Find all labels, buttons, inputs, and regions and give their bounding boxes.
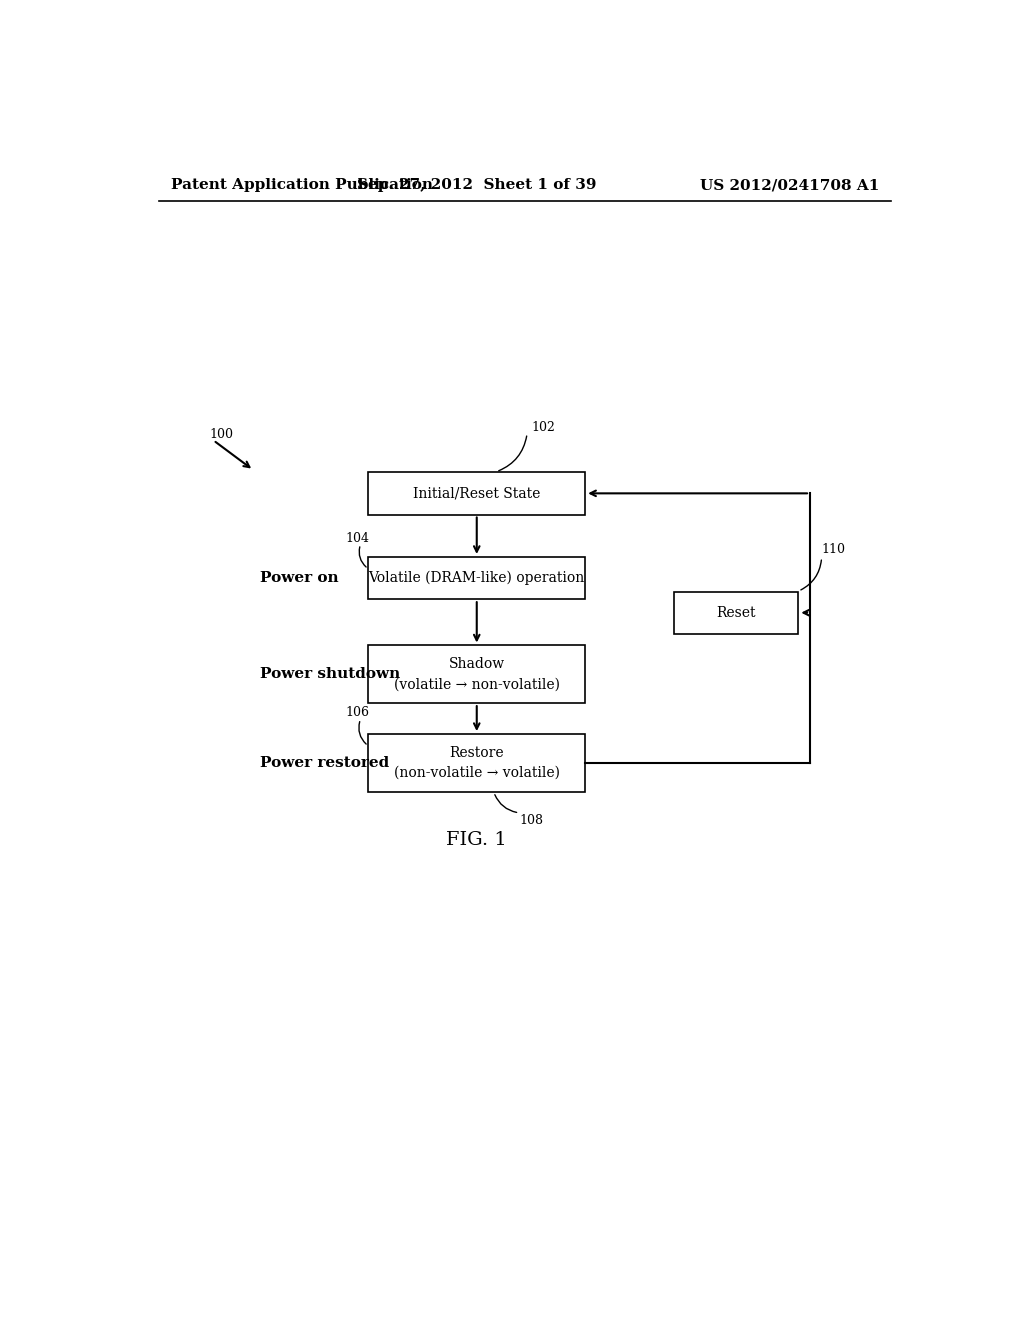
FancyBboxPatch shape xyxy=(675,591,799,634)
Text: 106: 106 xyxy=(345,706,369,719)
Text: Initial/Reset State: Initial/Reset State xyxy=(413,486,541,500)
Text: Power shutdown: Power shutdown xyxy=(260,668,400,681)
Text: 104: 104 xyxy=(345,532,369,545)
Text: 110: 110 xyxy=(821,543,846,556)
Text: FIG. 1: FIG. 1 xyxy=(446,830,507,849)
Text: Volatile (DRAM-like) operation: Volatile (DRAM-like) operation xyxy=(369,570,585,585)
FancyBboxPatch shape xyxy=(369,473,586,515)
FancyBboxPatch shape xyxy=(369,734,586,792)
Text: (volatile → non-volatile): (volatile → non-volatile) xyxy=(394,677,560,692)
Text: Power restored: Power restored xyxy=(260,756,389,770)
Text: 108: 108 xyxy=(519,814,544,828)
Text: Reset: Reset xyxy=(717,606,756,619)
Text: Shadow: Shadow xyxy=(449,657,505,672)
Text: Sep. 27, 2012  Sheet 1 of 39: Sep. 27, 2012 Sheet 1 of 39 xyxy=(357,178,597,193)
Text: Power on: Power on xyxy=(260,572,338,585)
FancyBboxPatch shape xyxy=(369,557,586,599)
Text: US 2012/0241708 A1: US 2012/0241708 A1 xyxy=(700,178,880,193)
Text: Patent Application Publication: Patent Application Publication xyxy=(171,178,432,193)
Text: (non-volatile → volatile): (non-volatile → volatile) xyxy=(394,766,560,780)
Text: Restore: Restore xyxy=(450,746,504,760)
Text: 102: 102 xyxy=(531,421,555,434)
Text: 100: 100 xyxy=(209,428,233,441)
FancyBboxPatch shape xyxy=(369,645,586,704)
